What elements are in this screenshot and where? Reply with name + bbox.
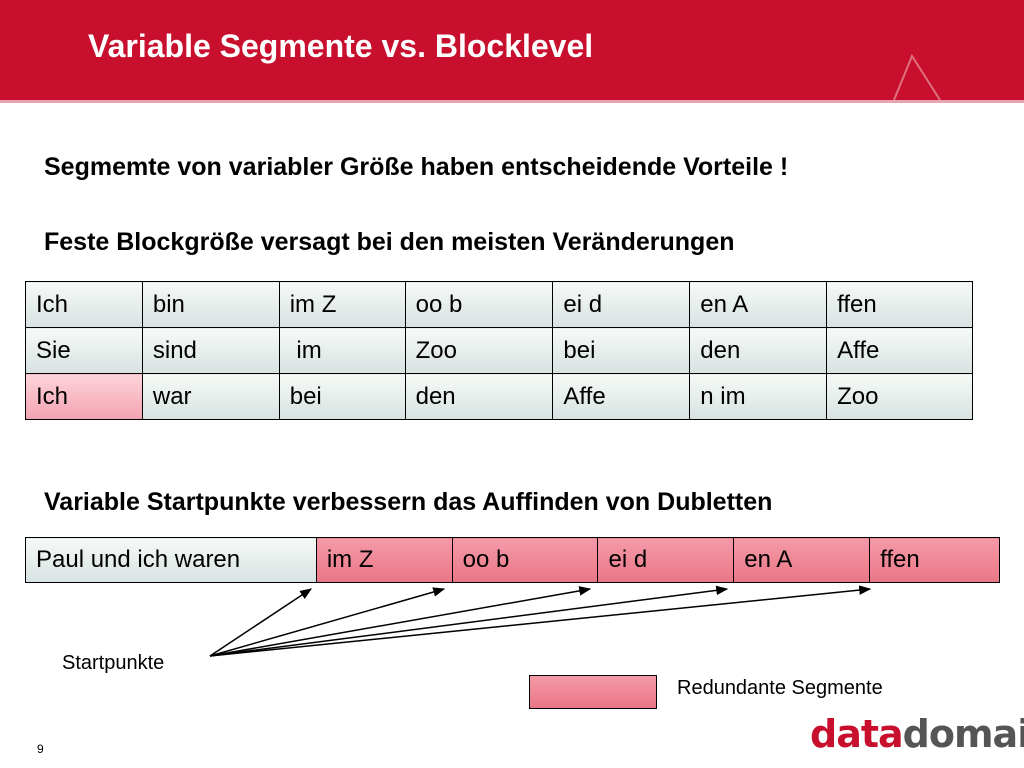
- table-cell-redundant: oo b: [451, 537, 599, 583]
- table-cell-redundant: ffen: [869, 537, 1000, 583]
- heading-variable-startpoints: Variable Startpunkte verbessern das Auff…: [44, 488, 773, 516]
- header-bar: Variable Segmente vs. Blocklevel: [0, 0, 1024, 101]
- table-cell: oo b: [404, 281, 554, 328]
- arrow-line: [209, 585, 872, 657]
- table-row: Ich war bei den Affe n im Zoo: [25, 373, 973, 420]
- arrow-line: [209, 586, 592, 657]
- heading-advantages: Segmemte von variabler Größe haben entsc…: [44, 153, 789, 181]
- logo-part-domain: domain: [902, 712, 1024, 756]
- arrow-line: [209, 587, 446, 657]
- table-cell-redundant: Ich: [25, 373, 143, 420]
- table-cell-redundant: im Z: [315, 537, 453, 583]
- fixed-block-table: Ich bin im Z oo b ei d en A ffen Sie sin…: [25, 281, 973, 420]
- table-cell: Zoo: [826, 373, 973, 420]
- table-row: Paul und ich waren im Z oo b ei d en A f…: [25, 537, 1000, 583]
- table-cell: Affe: [826, 327, 973, 374]
- table-cell: Affe: [552, 373, 691, 420]
- table-cell: Zoo: [404, 327, 554, 374]
- table-cell: ffen: [826, 281, 973, 328]
- table-cell: Paul und ich waren: [25, 537, 317, 583]
- table-row: Sie sind im Zoo bei den Affe: [25, 327, 973, 374]
- header-divider: [0, 100, 1024, 103]
- table-cell: war: [141, 373, 280, 420]
- legend-label: Redundante Segmente: [677, 677, 883, 699]
- logo-part-data: data: [810, 712, 904, 756]
- table-cell: bei: [278, 373, 406, 420]
- slide-title: Variable Segmente vs. Blocklevel: [88, 28, 594, 64]
- decorative-triangle-icon: [893, 53, 941, 101]
- heading-fixed-blocks: Feste Blockgröße versagt bei den meisten…: [44, 228, 735, 256]
- table-row: Ich bin im Z oo b ei d en A ffen: [25, 281, 973, 328]
- table-cell: Sie: [25, 327, 143, 374]
- table-cell: bei: [552, 327, 691, 374]
- table-cell: im: [278, 327, 406, 374]
- page-number: 9: [37, 742, 44, 756]
- table-cell: bin: [141, 281, 280, 328]
- legend-swatch: [529, 675, 657, 709]
- variable-segment-table: Paul und ich waren im Z oo b ei d en A f…: [25, 537, 1000, 583]
- table-cell-redundant: ei d: [597, 537, 735, 583]
- table-cell: Ich: [25, 281, 143, 328]
- startpoints-label: Startpunkte: [62, 652, 165, 674]
- table-cell-redundant: en A: [733, 537, 871, 583]
- table-cell: en A: [689, 281, 828, 328]
- datadomain-logo: datadomain: [810, 712, 1024, 756]
- table-cell: sind: [141, 327, 280, 374]
- arrow-line: [209, 585, 729, 657]
- table-cell: den: [404, 373, 554, 420]
- table-cell: ei d: [552, 281, 691, 328]
- arrow-line: [209, 588, 312, 657]
